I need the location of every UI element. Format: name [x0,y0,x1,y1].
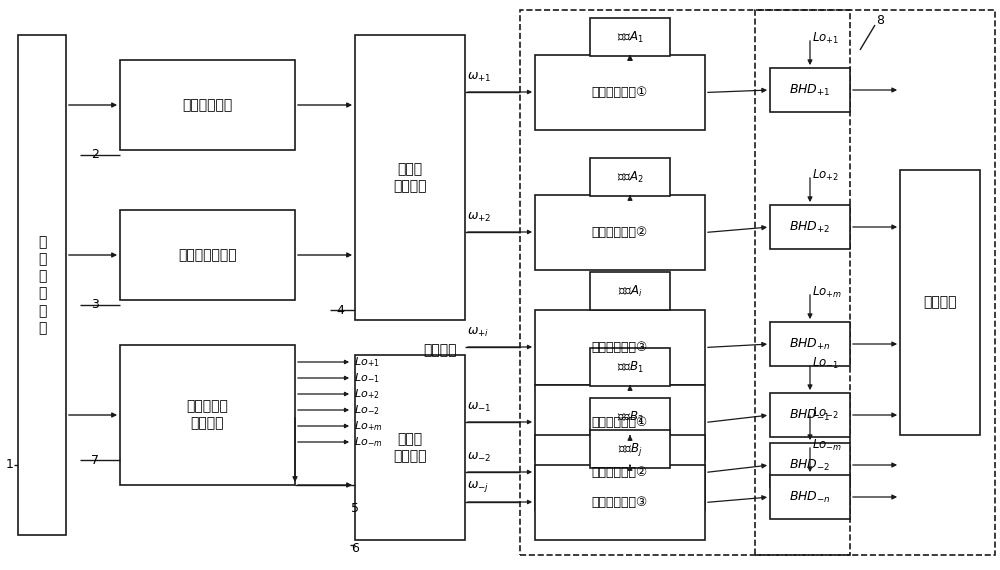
Text: $BHD_{+2}$: $BHD_{+2}$ [789,219,831,234]
Text: 8: 8 [876,14,884,26]
Bar [120,210,295,300]
Bar [755,10,995,555]
Bar [590,272,670,310]
Text: $Lo_{-m}$: $Lo_{-m}$ [812,437,842,453]
Text: 4: 4 [336,303,344,316]
Bar [535,310,705,385]
Text: $Lo_{+m}$: $Lo_{+m}$ [812,284,842,300]
Bar [535,385,705,460]
Bar [120,345,295,485]
Text: 用户$A_2$: 用户$A_2$ [617,169,643,185]
Text: 2: 2 [91,149,99,161]
Bar [590,398,670,436]
Text: $BHD_{-1}$: $BHD_{-1}$ [789,408,831,422]
Text: $BHD_{-2}$: $BHD_{-2}$ [789,458,831,473]
Text: 相
干
激
光
系
统: 相 干 激 光 系 统 [38,235,46,335]
Bar [535,195,705,270]
Bar [535,465,705,540]
Text: $Lo_{-1}$: $Lo_{-1}$ [354,371,380,385]
Text: $\omega_{+1}$: $\omega_{+1}$ [467,71,492,84]
Text: 用户$B_j$: 用户$B_j$ [618,441,642,458]
Text: 量子通道: 量子通道 [423,343,457,357]
Text: $Lo_{+1}$: $Lo_{+1}$ [812,30,839,46]
Bar [900,170,980,435]
Text: 1: 1 [6,458,14,471]
Bar [355,355,465,540]
Text: 用户$B_2$: 用户$B_2$ [617,409,643,425]
Text: $\omega_{-j}$: $\omega_{-j}$ [467,479,489,494]
Text: $Lo_{-m}$: $Lo_{-m}$ [354,435,383,449]
Text: 本地振荡光
制备系统: 本地振荡光 制备系统 [187,400,228,431]
Text: $BHD_{-n}$: $BHD_{-n}$ [789,490,831,504]
Bar [770,475,850,519]
Bar [590,348,670,386]
Bar [590,18,670,56]
Bar [770,205,850,249]
Text: 量子压缩光源: 量子压缩光源 [182,98,233,112]
Text: $Lo_{-2}$: $Lo_{-2}$ [812,405,839,421]
Text: $\omega_{-2}$: $\omega_{-2}$ [467,451,491,464]
Text: $Lo_{-1}$: $Lo_{-1}$ [812,356,839,370]
Bar [535,435,705,510]
Bar [590,158,670,196]
Text: 信息编码系统①: 信息编码系统① [592,86,648,99]
Text: $Lo_{+m}$: $Lo_{+m}$ [354,419,383,433]
Bar [590,430,670,468]
Text: 正边带
滤波系统: 正边带 滤波系统 [393,162,427,193]
Text: $\omega_{+i}$: $\omega_{+i}$ [467,326,489,339]
Text: 信息编码系统③: 信息编码系统③ [592,496,648,509]
Bar [770,322,850,366]
Text: $BHD_{+n}$: $BHD_{+n}$ [789,336,831,352]
Bar [120,60,295,150]
Bar [355,35,465,320]
Text: $\omega_{+2}$: $\omega_{+2}$ [467,211,491,224]
Text: 用户$A_i$: 用户$A_i$ [618,283,642,299]
Text: 联合测量: 联合测量 [923,295,957,310]
Text: $Lo_{-2}$: $Lo_{-2}$ [354,403,380,417]
Text: 信息编码系统②: 信息编码系统② [592,226,648,239]
Bar [520,10,850,555]
Text: 用户$A_1$: 用户$A_1$ [617,30,643,44]
Bar [770,393,850,437]
Text: $Lo_{+1}$: $Lo_{+1}$ [354,355,380,369]
Text: 7: 7 [91,454,99,466]
Text: 信息编码系统②: 信息编码系统② [592,466,648,479]
Bar [770,68,850,112]
Bar [18,35,66,535]
Text: 6: 6 [351,542,359,555]
Text: $Lo_{+2}$: $Lo_{+2}$ [354,387,380,401]
Text: 用户$B_1$: 用户$B_1$ [617,360,643,374]
Text: 辅助光制备系统: 辅助光制备系统 [178,248,237,262]
Bar [770,443,850,487]
Text: $Lo_{+2}$: $Lo_{+2}$ [812,168,839,182]
Text: 信息编码系统①: 信息编码系统① [592,416,648,429]
Text: 5: 5 [351,502,359,515]
Text: $\omega_{-1}$: $\omega_{-1}$ [467,401,492,414]
Text: 负边带
滤波系统: 负边带 滤波系统 [393,432,427,463]
Text: $BHD_{+1}$: $BHD_{+1}$ [789,83,831,97]
Bar [535,55,705,130]
Text: 3: 3 [91,299,99,311]
Text: 信息编码系统③: 信息编码系统③ [592,341,648,354]
